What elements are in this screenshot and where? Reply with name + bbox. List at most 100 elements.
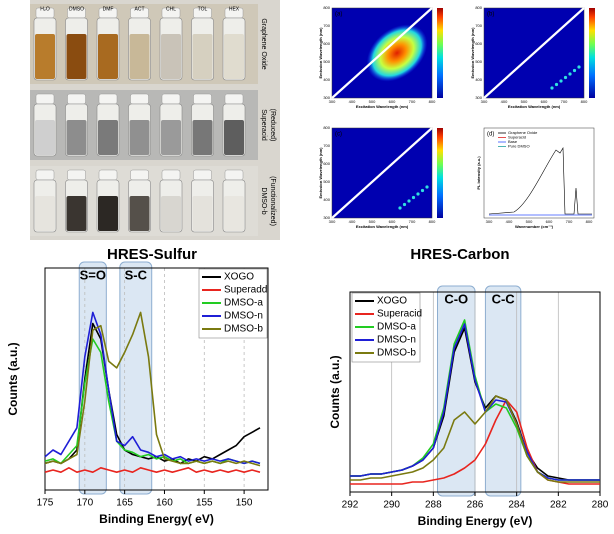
photo-caption: HRES-Sulfur — [107, 246, 197, 263]
pl-legend-label: Graphene Oxide — [508, 130, 538, 135]
map-diagonal — [331, 127, 433, 219]
vial-liquid — [35, 120, 55, 155]
vial-cap — [67, 93, 86, 105]
legend-label: DMSO-a — [377, 322, 416, 333]
vial-liquid — [35, 34, 55, 79]
vial-cap — [67, 169, 86, 181]
map-y-tick: 600 — [475, 41, 482, 46]
map-diagonal — [483, 7, 585, 99]
x-tick-label: 155 — [196, 498, 213, 509]
map-x-tick: 700 — [409, 219, 416, 224]
vial-cap — [130, 169, 149, 181]
map-spot — [550, 86, 554, 90]
legend-label: DMSO-n — [224, 311, 263, 322]
map-spot — [559, 79, 563, 83]
map-spot — [407, 199, 411, 203]
legend-label: Superadd — [224, 285, 267, 296]
map-x-tick: 600 — [541, 99, 548, 104]
solvent-label: DMSO — [69, 6, 84, 12]
solvent-label: H₂O — [40, 6, 50, 12]
map-y-tick: 700 — [323, 23, 330, 28]
vial-cap — [193, 93, 212, 105]
vial-liquid — [161, 34, 181, 79]
x-tick-label: 175 — [37, 498, 54, 509]
x-tick-label: 288 — [425, 500, 442, 511]
series-line — [44, 311, 261, 467]
map-x-tick: 500 — [521, 99, 528, 104]
region-box — [78, 261, 107, 495]
vial-liquid — [224, 196, 244, 231]
vial-cap — [35, 169, 55, 181]
map-x-tick: 500 — [369, 219, 376, 224]
x-tick-label: 284 — [508, 500, 525, 511]
x-axis-label: Binding Energy( eV) — [99, 512, 214, 526]
panel-label: (a) — [335, 12, 342, 18]
row-label: Graphene Oxide — [260, 18, 267, 69]
plot-frame — [44, 267, 269, 491]
pl-x-tick: 400 — [506, 219, 513, 224]
solvent-label: TOL — [198, 6, 208, 12]
map-x-tick: 300 — [329, 99, 336, 104]
map-y-tick: 400 — [475, 77, 482, 82]
pl-x-tick: 700 — [566, 219, 573, 224]
map-y-tick: 300 — [323, 215, 330, 220]
map-y-tick: 800 — [323, 5, 330, 10]
pl-legend-label: Pure DMSO — [508, 144, 530, 149]
map-x-tick: 600 — [389, 219, 396, 224]
legend-label: DMSO-b — [377, 348, 416, 359]
pl-x-tick: 500 — [526, 219, 533, 224]
pl-x-tick: 600 — [546, 219, 553, 224]
map-x-tick: 700 — [409, 99, 416, 104]
map-x-tick: 300 — [481, 99, 488, 104]
colorbar — [589, 8, 595, 98]
map-spot — [563, 75, 568, 80]
y-axis-label: Counts (a.u.) — [328, 355, 342, 428]
map-y-tick: 500 — [323, 59, 330, 64]
x-tick-label: 160 — [156, 498, 173, 509]
map-hotspot — [366, 24, 428, 82]
vial-cap — [224, 93, 244, 105]
map-spot — [572, 68, 577, 73]
pl-y-label: PL Intensity (a.u.) — [476, 156, 481, 190]
vial-liquid — [161, 120, 181, 155]
map-y-tick: 500 — [475, 59, 482, 64]
panel-label: (b) — [487, 12, 494, 18]
vial-cap — [161, 93, 181, 105]
solvent-label: DMF — [103, 6, 114, 12]
map-x-label: Excitation Wavelength (nm) — [356, 224, 409, 229]
x-tick-label: 150 — [236, 498, 253, 509]
legend-label: XOGO — [377, 296, 407, 307]
map-spot — [398, 206, 402, 210]
vial-liquid — [224, 34, 244, 79]
vial-liquid — [192, 34, 213, 79]
vial-liquid — [192, 120, 213, 155]
colorbar — [437, 8, 443, 98]
map-y-tick: 300 — [323, 95, 330, 100]
map-y-tick: 400 — [323, 197, 330, 202]
vial-liquid — [66, 120, 87, 155]
map-y-tick: 600 — [323, 41, 330, 46]
x-axis-label: Binding Energy (eV) — [418, 514, 533, 528]
colorbar — [437, 128, 443, 218]
solvent-label: CHL — [166, 6, 176, 12]
pl-x-tick: 300 — [486, 219, 493, 224]
map-y-tick: 800 — [323, 125, 330, 130]
map-x-tick: 300 — [329, 219, 336, 224]
map-x-tick: 800 — [429, 219, 436, 224]
y-axis-label: Counts (a.u.) — [6, 342, 20, 415]
map-y-tick: 700 — [323, 143, 330, 148]
row-label: Superacid — [260, 109, 267, 141]
vial-liquid — [98, 34, 118, 79]
vial-liquid — [35, 196, 55, 231]
map-x-label: Excitation Wavelength (nm) — [356, 104, 409, 109]
legend-label: DMSO-a — [224, 298, 263, 309]
vial-liquid — [129, 196, 150, 231]
x-tick-label: 286 — [467, 500, 484, 511]
map-x-tick: 700 — [561, 99, 568, 104]
series-line — [350, 395, 600, 483]
map-spot — [416, 192, 420, 196]
region-label: C-C — [492, 291, 516, 306]
region-box — [484, 285, 522, 497]
series-line — [44, 338, 261, 465]
